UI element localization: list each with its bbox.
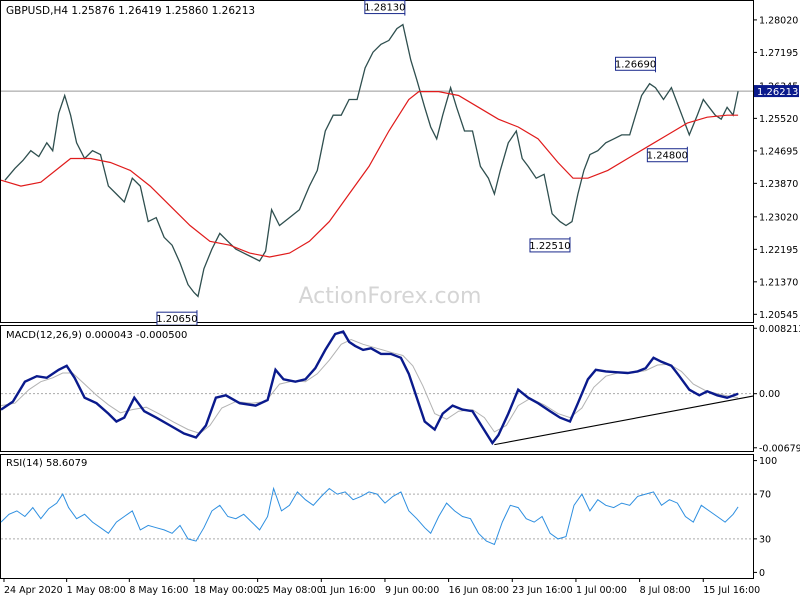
price-annotations: 1.20650 1.28130 1.22510 1.26690 1.24800: [156, 0, 688, 326]
annotation-box: [615, 56, 657, 71]
x-tick-label: 8 Jul 08:00: [640, 585, 691, 596]
rsi-line: [0, 486, 739, 546]
macd-panel: 0.008213 0.00 -0.006796 MACD(12,26,9) 0.00…: [0, 324, 800, 454]
annotation-label: 1.22510: [529, 241, 570, 252]
x-tick-label: 8 May 16:00: [129, 585, 188, 596]
y-tick-label: -0.006796: [759, 443, 800, 454]
price-panel: ActionForex.com 1.280201.271951.263451.2…: [0, 0, 799, 326]
rsi-y-axis: 100 70 30 0: [753, 456, 777, 579]
annotation-label: 1.20650: [156, 314, 197, 325]
y-tick-label: 70: [759, 490, 771, 501]
y-tick-label: 1.24695: [759, 146, 798, 157]
annotation-box: [646, 148, 688, 163]
current-price-box: [754, 85, 799, 98]
macd-trendline: [494, 395, 754, 446]
x-tick-label: 23 Jun 16:00: [512, 585, 572, 596]
y-tick-label: 1.21370: [759, 277, 798, 288]
x-tick-label: 1 Jul 00:00: [576, 585, 627, 596]
y-tick-label: 1.22195: [759, 245, 798, 256]
rsi-title: RSI(14) 58.6079: [6, 458, 87, 469]
y-tick-label: 1.20545: [759, 310, 798, 321]
x-tick-label: 9 Jun 00:00: [385, 585, 439, 596]
current-price-text: 1.26213: [757, 87, 798, 98]
x-tick-label: 1 May 08:00: [67, 585, 126, 596]
y-tick-label: 0.00: [759, 389, 780, 400]
price-line: [4, 23, 739, 298]
macd-title: MACD(12,26,9) 0.000043 -0.000500: [6, 330, 187, 341]
x-tick-label: 16 Jun 08:00: [449, 585, 509, 596]
y-tick-label: 1.23020: [759, 212, 798, 223]
rsi-panel: 100 70 30 0 RSI(14) 58.6079: [0, 454, 777, 579]
watermark: ActionForex.com: [299, 284, 482, 309]
y-tick-label: 0: [759, 568, 765, 579]
x-tick-label: 24 Apr 2020: [4, 585, 63, 596]
moving-average-line: [0, 90, 739, 258]
annotation-label: 1.26690: [615, 59, 656, 70]
annotation-label: 1.28130: [364, 3, 405, 14]
annotation-box: [529, 238, 571, 253]
time-x-axis: 24 Apr 2020 1 May 08:00 8 May 16:00 18 May …: [3, 578, 760, 596]
y-tick-label: 100: [759, 456, 777, 467]
y-tick-label: 1.23870: [759, 179, 798, 190]
y-tick-label: 0.008213: [759, 324, 800, 335]
price-title: GBPUSD,H4 1.25876 1.26419 1.25860 1.2621…: [6, 5, 255, 17]
current-price-label: 1.26213: [754, 85, 799, 98]
x-tick-label: 18 May 00:00: [194, 585, 259, 596]
y-tick-label: 1.25520: [759, 114, 798, 125]
y-tick-label: 30: [759, 534, 771, 545]
x-tick-label: 25 May 08:00: [258, 585, 323, 596]
x-tick-label: 1 Jun 16:00: [321, 585, 375, 596]
annotation-box: [364, 0, 406, 15]
annotation-label: 1.24800: [647, 151, 688, 162]
rsi-panel-frame: [0, 454, 754, 579]
macd-panel-frame: [0, 325, 754, 452]
x-tick-label: 15 Jul 16:00: [703, 585, 760, 596]
macd-main-line: [0, 330, 739, 446]
y-tick-label: 1.28020: [759, 15, 798, 26]
y-tick-label: 1.27195: [759, 48, 798, 59]
macd-y-axis: 0.008213 0.00 -0.006796: [753, 324, 800, 454]
